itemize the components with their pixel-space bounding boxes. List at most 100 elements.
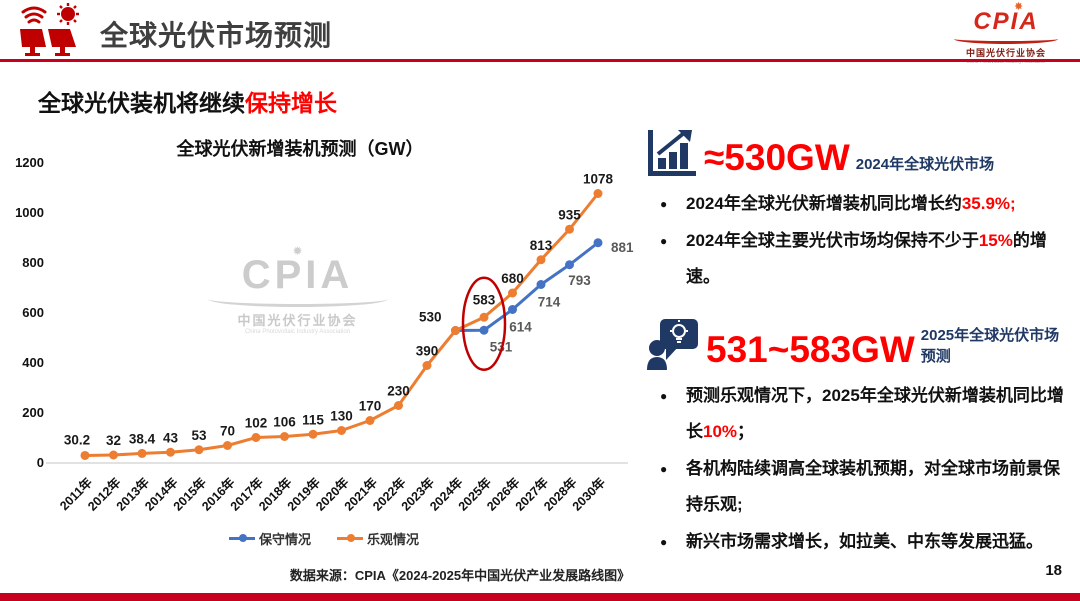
legend-item: 保守情况 bbox=[228, 529, 311, 548]
bullet-item: 2024年全球主要光伏市场均保持不少于15%的增速。 bbox=[660, 223, 1074, 296]
data-label: 1078 bbox=[583, 172, 614, 187]
data-label: 390 bbox=[416, 344, 439, 359]
data-point bbox=[451, 326, 460, 335]
data-label: 106 bbox=[273, 415, 296, 430]
solar-panel-sun-icon bbox=[20, 3, 79, 56]
bar-chart-growth-icon bbox=[648, 130, 696, 176]
data-label: 38.4 bbox=[129, 431, 156, 446]
data-point bbox=[508, 305, 517, 314]
data-point bbox=[536, 280, 546, 289]
y-tick-label: 800 bbox=[22, 255, 44, 270]
bottom-accent-bar bbox=[0, 593, 1080, 601]
person-idea-icon bbox=[647, 318, 698, 370]
header-divider bbox=[0, 59, 1080, 62]
logo-brand: CPIA bbox=[973, 8, 1039, 35]
data-label: 170 bbox=[359, 399, 382, 414]
data-point bbox=[593, 189, 603, 198]
bullet-list-2025: 预测乐观情况下，2025年全球光伏新增装机同比增长10%； 各机构陆续调高全球装机… bbox=[660, 378, 1074, 561]
data-label: 230 bbox=[387, 384, 410, 399]
bullet-list-2024: 2024年全球光伏新增装机同比增长约35.9%;2024年全球主要光伏市场均保持… bbox=[660, 186, 1074, 296]
section-2024: ≈530GW 2024年全球光伏市场 2024年全球光伏新增装机同比增长约35.… bbox=[646, 128, 1074, 296]
bullet-text: ； bbox=[737, 422, 755, 442]
legend-marker-icon bbox=[228, 534, 255, 542]
data-point bbox=[394, 401, 403, 410]
data-label: 935 bbox=[558, 207, 581, 222]
data-point bbox=[479, 312, 489, 322]
chart-title: 全球光伏新增装机预测（GW） bbox=[176, 139, 424, 159]
legend-label: 保守情况 bbox=[258, 532, 311, 547]
data-point bbox=[166, 447, 175, 457]
section-2025: 531~583GW 2025年全球光伏市场预测 预测乐观情况下，2025年全球光… bbox=[646, 318, 1074, 561]
chart-legend: 保守情况 乐观情况 bbox=[0, 529, 648, 548]
y-tick-label: 400 bbox=[22, 355, 44, 370]
data-point bbox=[223, 441, 232, 450]
data-point bbox=[109, 450, 118, 460]
logo-name-cn: 中国光伏行业协会 bbox=[965, 48, 1046, 58]
data-label: 583 bbox=[473, 292, 496, 307]
data-label: 714 bbox=[538, 295, 561, 310]
highlight-text: 10% bbox=[703, 422, 738, 442]
data-label: 30.2 bbox=[64, 432, 90, 447]
data-label: 680 bbox=[501, 271, 524, 286]
data-point bbox=[508, 288, 517, 298]
headline-2024: ≈530GW bbox=[704, 137, 850, 179]
highlight-text: 35.9%; bbox=[961, 194, 1016, 213]
logo-name-en: China Photovoltaic Industry Association bbox=[966, 59, 1046, 65]
bullet-item: 2024年全球光伏新增装机同比增长约35.9%; bbox=[660, 186, 1074, 223]
subtitle-red: 保持增长 bbox=[245, 90, 337, 116]
data-label: 102 bbox=[245, 416, 268, 431]
data-point bbox=[479, 325, 489, 335]
bullet-item: 新兴市场需求增长，如拉美、中东等发展迅猛。 bbox=[660, 524, 1074, 561]
bullet-text: 的增速。 bbox=[686, 230, 1047, 287]
chart-canvas: 0200400600800100012002011年2012年2013年2014… bbox=[15, 155, 634, 514]
y-tick-label: 200 bbox=[22, 405, 44, 420]
data-point bbox=[565, 224, 574, 234]
bullet-text: 2024年全球主要光伏市场均保持不少于 bbox=[686, 230, 979, 250]
data-label: 32 bbox=[106, 433, 121, 448]
legend-item: 乐观情况 bbox=[337, 529, 419, 548]
data-point bbox=[337, 426, 346, 435]
data-point bbox=[137, 448, 147, 458]
data-point bbox=[365, 416, 375, 425]
data-point bbox=[80, 450, 90, 460]
line-chart: ✹ CPIA 中国光伏行业协会 China Photovoltaic Indus… bbox=[0, 125, 648, 565]
highlight-text: 15% bbox=[978, 230, 1013, 250]
y-tick-label: 600 bbox=[22, 305, 44, 320]
bullet-item: 各机构陆续调高全球装机预期，对全球市场前景保持乐观; bbox=[660, 451, 1074, 524]
data-label: 115 bbox=[302, 412, 324, 427]
data-label: 793 bbox=[568, 273, 591, 288]
highlight-ellipse bbox=[461, 276, 507, 371]
data-label: 530 bbox=[419, 310, 442, 325]
y-tick-label: 0 bbox=[37, 455, 44, 470]
data-label: 53 bbox=[191, 428, 207, 443]
subtitle-black: 全球光伏装机将继续 bbox=[38, 90, 245, 116]
data-point bbox=[280, 432, 289, 441]
headline-2025-suffix: 2025年全球光伏市场预测 bbox=[920, 326, 1060, 365]
cpia-logo: ✸ CPIA 中国光伏行业协会 China Photovoltaic Indus… bbox=[946, 1, 1066, 65]
data-point bbox=[422, 361, 432, 370]
data-label: 130 bbox=[330, 409, 353, 424]
data-label: 881 bbox=[611, 240, 634, 255]
data-point bbox=[251, 433, 261, 442]
headline-2025: 531~583GW bbox=[706, 328, 915, 370]
legend-marker-icon bbox=[337, 534, 363, 542]
page-number: 18 bbox=[1045, 562, 1062, 579]
page-title: 全球光伏市场预测 bbox=[100, 20, 333, 51]
headline-2024-suffix: 2024年全球光伏市场 bbox=[855, 156, 995, 173]
data-label: 614 bbox=[509, 320, 532, 335]
bullet-text: 各机构陆续调高全球装机预期，对全球市场前景保持乐观; bbox=[686, 458, 1060, 515]
data-source: 数据来源：CPIA《2024-2025年中国光伏产业发展路线图》 bbox=[289, 568, 631, 583]
bullet-text: 预测乐观情况下，2025年全球光伏新增装机同比增长 bbox=[686, 385, 1064, 442]
data-point bbox=[536, 255, 546, 265]
bullet-item: 预测乐观情况下，2025年全球光伏新增装机同比增长10%； bbox=[660, 378, 1074, 451]
bullet-text: 2024年全球光伏新增装机同比增长约 bbox=[686, 194, 962, 213]
slide-subtitle: 全球光伏装机将继续保持增长 bbox=[38, 84, 337, 118]
x-tick-label: 2030年 bbox=[569, 474, 608, 513]
data-label: 70 bbox=[220, 424, 235, 439]
sunburst-icon: ✸ bbox=[1014, 1, 1024, 13]
data-point bbox=[308, 429, 318, 439]
y-tick-label: 1200 bbox=[15, 155, 44, 170]
data-point bbox=[194, 445, 204, 455]
legend-label: 乐观情况 bbox=[367, 532, 420, 547]
